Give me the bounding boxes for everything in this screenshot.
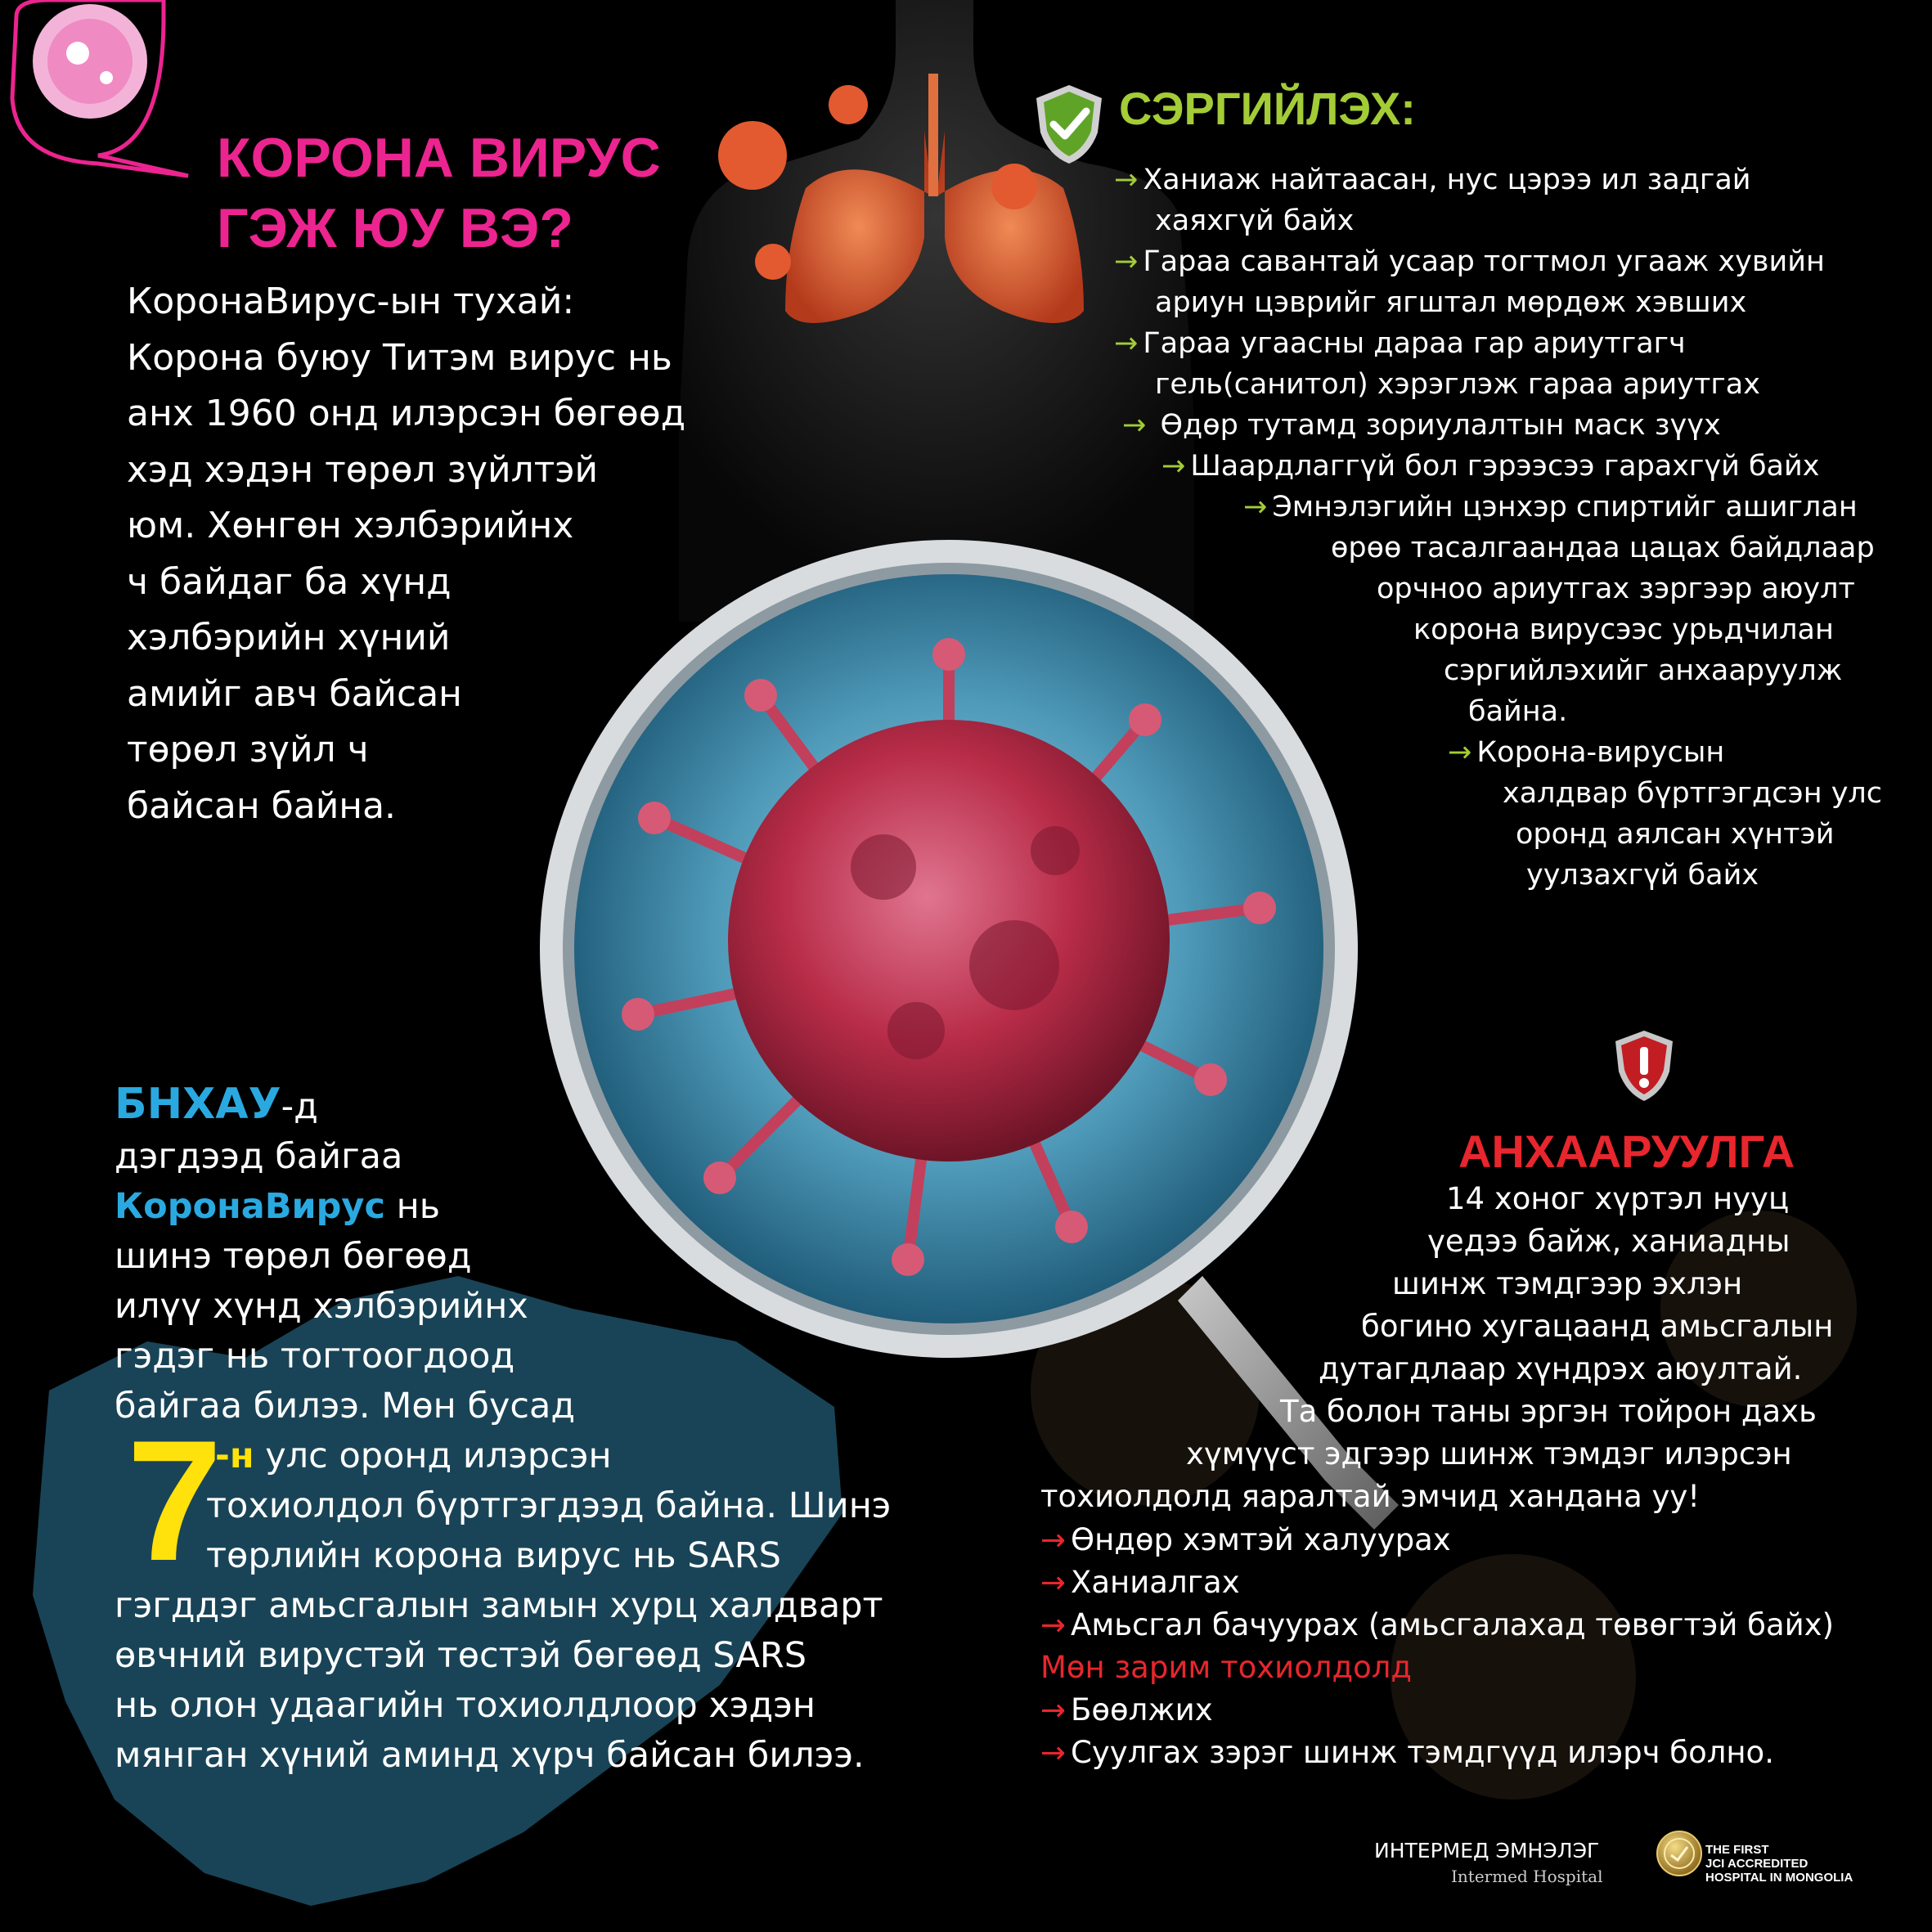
prevention-item: өрөө тасалгаандаа цацах байдлаар — [1331, 532, 1875, 564]
prevention-item: сэргийлэхийг анхааруулж — [1444, 654, 1843, 687]
warning-line: үедээ байж, ханиадны — [1427, 1224, 1790, 1259]
prevention-item: → Өдөр тутамд зориулалтын маск зүүх — [1122, 409, 1721, 442]
some-cases-label: Мөн зарим тохиолдолд — [1040, 1650, 1412, 1685]
arrow-icon: → — [1040, 1692, 1067, 1728]
arrow-icon: → — [1243, 491, 1268, 523]
symptom-item: → Өндөр хэмтэй халуурах — [1040, 1522, 1451, 1557]
symptom-item: → Суулгах зэрэг шинж тэмдгүүд илэрч болно… — [1040, 1735, 1774, 1770]
virus-speech-bubble-icon — [10, 0, 189, 178]
warning-line: тохиолдолд яаралтай эмчид хандана уу! — [1040, 1479, 1701, 1514]
china-line: өвчний вирустэй төстэй бөгөөд SARS — [115, 1635, 807, 1676]
arrow-icon: → — [1122, 409, 1147, 442]
n-suffix-highlight: -н — [215, 1436, 254, 1476]
arrow-icon: → — [1040, 1565, 1067, 1600]
china-line: тохиолдол бүртгэгдээд байна. Шинэ — [206, 1485, 892, 1526]
china-line: дэгдээд байгаа — [115, 1136, 403, 1177]
warning-line: шинж тэмдгээр эхлэн — [1392, 1266, 1743, 1301]
prevention-item: → Эмнэлэгийн цэнхэр спиртийг ашиглан — [1243, 491, 1858, 523]
warning-line: 14 хоног хүртэл нууц — [1446, 1181, 1790, 1216]
intro-line: байсан байна. — [127, 784, 397, 827]
china-line: гэдэг нь тогтоогдоод — [115, 1336, 515, 1377]
china-line: -н улс оронд илэрсэн — [215, 1436, 612, 1476]
hospital-name: ИНТЕРМЕД ЭМНЭЛЭГ — [1374, 1839, 1600, 1862]
warning-line: хүмүүст эдгээр шинж тэмдэг илэрсэн — [1186, 1436, 1792, 1471]
warning-line: богино хугацаанд амьсгалын — [1361, 1309, 1834, 1344]
prevention-item: → Корона-вирусын — [1448, 736, 1725, 769]
china-paragraph: БНХАУ-д дэгдээд байгаа КоронаВирус нь ши… — [115, 1080, 891, 1781]
china-line: шинэ төрөл бөгөөд — [115, 1236, 472, 1277]
arrow-icon: → — [1040, 1522, 1067, 1557]
exclamation-shield-icon — [1615, 1031, 1673, 1101]
arrow-icon: → — [1040, 1607, 1067, 1642]
big-number-seven: 7 — [127, 1404, 222, 1597]
prevention-item: → Шаардлаггүй бол гэрээсээ гарахгүй байх — [1161, 450, 1820, 483]
prevention-item: байна. — [1468, 695, 1568, 728]
warning-title: АНХААРУУЛГА — [1458, 1126, 1795, 1177]
arrow-icon: → — [1161, 450, 1186, 483]
warning-line: дутагдлаар хүндрэх аюултай. — [1319, 1351, 1803, 1386]
arrow-icon: → — [1114, 327, 1139, 360]
prevention-item: халдвар бүртгэгдсэн улс — [1503, 777, 1883, 810]
intro-line: Корона буюу Титэм вирус нь — [127, 336, 672, 379]
prevention-item: корона вирусээс урьдчилан — [1413, 613, 1834, 646]
intro-line: КоронаВирус-ын тухай: — [127, 281, 575, 322]
warning-line: Та болон таны эргэн тойрон дахь — [1280, 1394, 1817, 1429]
title-line-1: КОРОНА ВИРУС — [217, 127, 661, 189]
china-line: нь олон удаагийн тохиолдлоор хэдэн — [115, 1685, 815, 1726]
jci-badge-text: THE FIRST JCI ACCREDITED HOSPITAL IN MON… — [1705, 1843, 1853, 1885]
prevention-item: хаяхгүй байх — [1155, 204, 1355, 237]
page-title: КОРОНА ВИРУС ГЭЖ ЮУ ВЭ? — [217, 123, 661, 263]
title-line-2: ГЭЖ ЮУ ВЭ? — [217, 197, 573, 259]
prevention-item: орчноо ариутгах зэргээр аюулт — [1377, 573, 1855, 605]
prevention-item: оронд аялсан хүнтэй — [1516, 818, 1835, 851]
intro-line: анх 1960 онд илэрсэн бөгөөд — [127, 393, 686, 434]
symptom-item: → Ханиалгах — [1040, 1565, 1240, 1600]
arrow-icon: → — [1448, 736, 1472, 769]
arrow-icon: → — [1114, 245, 1139, 278]
china-line: гэгддэг амьсгалын замын хурц халдварт — [115, 1585, 883, 1626]
china-line: БНХАУ-д — [115, 1080, 318, 1129]
prevention-item: → Гараа савантай усаар тогтмол угааж хуви… — [1114, 245, 1825, 278]
arrow-icon: → — [1114, 164, 1139, 196]
intro-paragraph: КоронаВирус-ын тухай: Корона буюу Титэм … — [127, 274, 748, 834]
intro-line: ч байдаг ба хүнд — [127, 560, 452, 603]
china-line: төрлийн корона вирус нь SARS — [206, 1535, 781, 1576]
intro-line: юм. Хөнгөн хэлбэрийнх — [127, 505, 574, 546]
china-line: байгаа билээ. Мөн бусад — [115, 1386, 576, 1427]
prevention-item: → Гараа угаасны дараа гар ариутгагч — [1114, 327, 1686, 360]
symptom-item: → Амьсгал бачуурах (амьсгалахад төвөгтэй … — [1040, 1607, 1835, 1642]
hospital-name-en: Intermed Hospital — [1451, 1867, 1603, 1886]
intro-line: амийг авч байсан — [127, 672, 462, 715]
prevention-item: гель(санитол) хэрэглэж гараа ариутгах — [1155, 368, 1760, 401]
jci-gold-seal-icon — [1656, 1831, 1702, 1876]
intro-line: хэлбэрийн хүний — [127, 617, 451, 658]
prevention-item: уулзахгүй байх — [1526, 859, 1759, 892]
arrow-icon: → — [1040, 1735, 1067, 1770]
bnhau-highlight: БНХАУ — [115, 1080, 281, 1129]
prevention-title: СЭРГИЙЛЭХ: — [1119, 83, 1416, 134]
china-line: илүү хүнд хэлбэрийнх — [115, 1286, 528, 1327]
prevention-item: ариун цэврийг ягштал мөрдөж хэвших — [1155, 286, 1747, 319]
china-line: мянган хүний аминд хүрч байсан билээ. — [115, 1735, 865, 1776]
prevention-item: → Ханиаж найтаасан, нус цэрээ ил задгай — [1114, 164, 1751, 196]
intro-line: хэд хэдэн төрөл зүйлтэй — [127, 448, 599, 491]
china-line: КоронаВирус нь — [115, 1186, 441, 1227]
coronavirus-highlight: КоронаВирус — [115, 1186, 385, 1227]
symptom-item: → Бөөлжих — [1040, 1692, 1213, 1728]
check-shield-icon — [1036, 85, 1102, 164]
intro-line: төрөл зүйл ч — [127, 729, 369, 771]
